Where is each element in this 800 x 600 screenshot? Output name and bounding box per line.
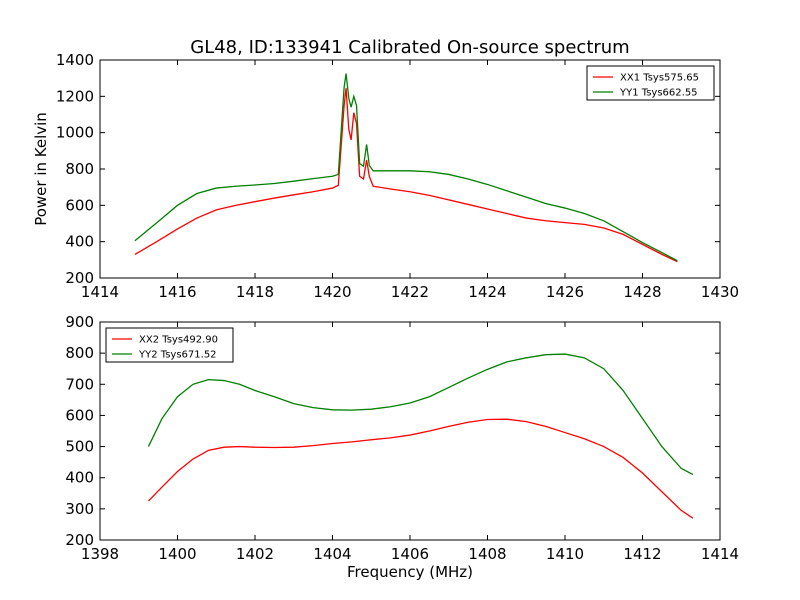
x-tick-label: 1406 bbox=[391, 545, 429, 563]
legend-label: XX1 Tsys575.65 bbox=[620, 73, 699, 84]
x-tick-label: 1422 bbox=[391, 283, 429, 301]
y-tick-label: 200 bbox=[65, 269, 94, 287]
x-tick-label: 1412 bbox=[623, 545, 661, 563]
series-line-1-1 bbox=[134, 88, 678, 263]
legend-box bbox=[586, 65, 715, 101]
y-tick-label: 500 bbox=[65, 438, 94, 456]
y-tick-label: 700 bbox=[65, 375, 94, 393]
bottom-panel: 1398 1400 1402 1404 1406 1408 1410 1412 1414 200 3… bbox=[65, 313, 739, 581]
series-line-2-1 bbox=[147, 418, 694, 519]
x-tick-label: 1426 bbox=[546, 283, 584, 301]
top-panel: 1414 1416 1418 1420 1422 1424 1426 1428 1430 200 4… bbox=[32, 51, 739, 301]
x-tick-label: 1398 bbox=[81, 545, 119, 563]
x-tick-label: 1404 bbox=[313, 545, 351, 563]
legend-label: YY2 Tsys671.52 bbox=[138, 350, 217, 361]
x-tick-label: 1400 bbox=[158, 545, 196, 563]
y-tick-label: 200 bbox=[65, 531, 94, 549]
x-tick-label: 1414 bbox=[81, 283, 119, 301]
chart-title: GL48, ID:133941 Calibrated On-source spe… bbox=[190, 37, 629, 58]
x-axis-label: Frequency (MHz) bbox=[347, 563, 473, 581]
x-tick-label: 1410 bbox=[546, 545, 584, 563]
legend-box bbox=[105, 327, 234, 363]
x-tick-label: 1408 bbox=[468, 545, 506, 563]
x-tick-label: 1430 bbox=[701, 283, 739, 301]
y-axis-label: Power in Kelvin bbox=[32, 112, 50, 226]
y-tick-label: 900 bbox=[65, 313, 94, 331]
x-tick-label: 1414 bbox=[701, 545, 739, 563]
series-line-2-2 bbox=[147, 353, 694, 476]
y-tick-label: 400 bbox=[65, 233, 94, 251]
y-tick-label: 1400 bbox=[56, 51, 94, 69]
x-tick-label: 1424 bbox=[468, 283, 506, 301]
x-tick-label: 1402 bbox=[236, 545, 274, 563]
x-tick-label: 1420 bbox=[313, 283, 351, 301]
legend: XX1 Tsys575.65 YY1 Tsys662.55 bbox=[586, 65, 715, 101]
y-tick-label: 800 bbox=[65, 344, 94, 362]
y-tick-label: 300 bbox=[65, 500, 94, 518]
y-tick-label: 1200 bbox=[56, 87, 94, 105]
y-tick-label: 600 bbox=[65, 406, 94, 424]
legend-label: YY1 Tsys662.55 bbox=[619, 88, 698, 99]
x-tick-label: 1416 bbox=[158, 283, 196, 301]
legend-label: XX2 Tsys492.90 bbox=[139, 335, 218, 346]
x-tick-label: 1418 bbox=[236, 283, 274, 301]
y-tick-label: 1000 bbox=[56, 124, 94, 142]
y-tick-label: 800 bbox=[65, 160, 94, 178]
x-tick-label: 1428 bbox=[623, 283, 661, 301]
y-tick-label: 400 bbox=[65, 469, 94, 487]
y-tick-label: 600 bbox=[65, 196, 94, 214]
series-line-1-2 bbox=[134, 73, 678, 262]
legend: XX2 Tsys492.90 YY2 Tsys671.52 bbox=[105, 327, 234, 363]
